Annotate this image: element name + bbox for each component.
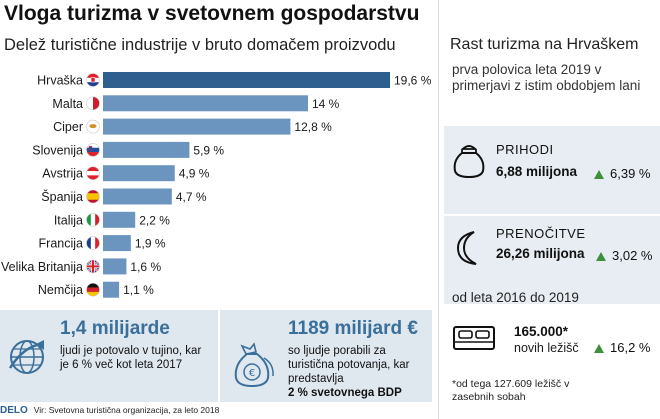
revenue-card: PRIHODI 6,88 milijona 6,39 %: [444, 126, 660, 214]
value-label: 2,2 %: [139, 213, 170, 227]
globe-arrow-icon: [8, 340, 44, 374]
period-label: od leta 2016 do 2019: [452, 290, 579, 305]
beds-change: 16,2 %: [594, 340, 650, 355]
brand-logo: DELO: [0, 405, 28, 416]
overnight-change: 3,02 %: [596, 248, 652, 263]
value-label: 4,7 %: [176, 190, 207, 204]
cyprus-flag-icon: [86, 119, 100, 134]
uk-flag-icon: [86, 259, 100, 274]
revenue-label: PRIHODI: [496, 142, 554, 157]
beds-change-value: 16,2 %: [610, 340, 651, 355]
value-label: 1,1 %: [123, 283, 154, 297]
spending-box: € 1189 milijard € so ljudje porabili za …: [220, 310, 432, 402]
up-arrow-icon: [594, 344, 604, 354]
revenue-change: 6,39 %: [594, 166, 650, 181]
svg-text:€: €: [249, 368, 255, 379]
spending-value: 1189 milijard €: [288, 318, 418, 339]
category-label: Nemčija: [38, 283, 83, 297]
bed-icon: [453, 326, 495, 350]
beds-footnote: *od tega 127.609 ležišč v zasebnih sobah: [452, 378, 570, 403]
travelers-value: 1,4 milijarde: [60, 318, 170, 339]
money-bags-icon: €: [234, 342, 274, 388]
category-label: Velika Britanija: [1, 260, 83, 274]
bar: [103, 118, 291, 135]
source-text: Vir: Svetovna turistična organizacija, z…: [33, 405, 220, 415]
category-label: Francija: [39, 237, 84, 251]
france-flag-icon: [86, 236, 100, 250]
value-label: 14 %: [312, 97, 340, 111]
bar: [103, 235, 131, 252]
category-label: Malta: [52, 97, 83, 111]
category-label: Španija: [41, 189, 83, 204]
source-line: DELO Vir: Svetovna turistična organizacij…: [0, 402, 432, 419]
chart-subtitle: Delež turistične industrije v bruto doma…: [4, 36, 396, 54]
value-label: 1,9 %: [135, 237, 166, 251]
category-label: Hrvaška: [37, 74, 83, 88]
revenue-change-value: 6,39 %: [610, 166, 651, 181]
malta-flag-icon: [86, 96, 100, 111]
slovenia-flag-icon: [86, 143, 100, 157]
spain-flag-icon: [86, 189, 100, 204]
category-label: Ciper: [53, 120, 83, 134]
bar: [103, 211, 136, 228]
bar: [103, 188, 172, 205]
overnight-change-value: 3,02 %: [612, 248, 653, 263]
panel-title: Rast turizma na Hrvaškem: [450, 36, 639, 53]
value-label: 4,9 %: [179, 167, 210, 181]
category-label: Avstrija: [42, 167, 83, 181]
value-label: 19,6 %: [394, 74, 432, 88]
value-label: 1,6 %: [130, 260, 161, 274]
value-label: 5,9 %: [193, 143, 224, 157]
category-label: Slovenija: [32, 143, 83, 157]
spending-text: so ljudje porabili za turistična potovan…: [288, 345, 410, 385]
overnight-value: 26,26 milijona: [496, 246, 585, 261]
beds-label: novih ležišč: [514, 341, 579, 355]
travelers-text: ljudi je potovalo v tujino, kar je 6 % v…: [60, 345, 202, 371]
italy-flag-icon: [86, 213, 100, 227]
bar: [103, 258, 127, 275]
austria-flag-icon: [86, 166, 100, 180]
value-label: 12,8 %: [294, 120, 332, 134]
moon-icon: [456, 231, 477, 265]
bar: [103, 141, 190, 158]
bar: [103, 281, 120, 298]
bar: [103, 72, 390, 88]
beds-value: 165.000*: [514, 324, 569, 339]
bar: [103, 165, 175, 182]
up-arrow-icon: [596, 252, 606, 262]
page-title: Vloga turizma v svetovnem gospodarstvu: [4, 2, 420, 25]
money-bag-icon: [453, 145, 485, 178]
overnight-card: PRENOČITVE 26,26 milijona 3,02 %: [444, 216, 660, 304]
overnight-label: PRENOČITVE: [496, 226, 586, 241]
germany-flag-icon: [86, 282, 100, 297]
category-label: Italija: [54, 213, 83, 227]
tourism-gdp-bar-chart: Hrvaška 19,6 % Malta 14 % Ciper 12,8 % Sloveni…: [1, 72, 432, 298]
bar: [103, 95, 308, 112]
croatia-flag-icon: [86, 73, 100, 87]
travelers-box: 1,4 milijarde ljudi je potovalo v tujino…: [0, 310, 218, 402]
up-arrow-icon: [594, 170, 604, 180]
revenue-value: 6,88 milijona: [496, 164, 578, 179]
spending-gdp-share: 2 % svetovnega BDP: [288, 387, 402, 399]
panel-subtitle: prva polovica leta 2019 v primerjavi z i…: [452, 62, 641, 93]
